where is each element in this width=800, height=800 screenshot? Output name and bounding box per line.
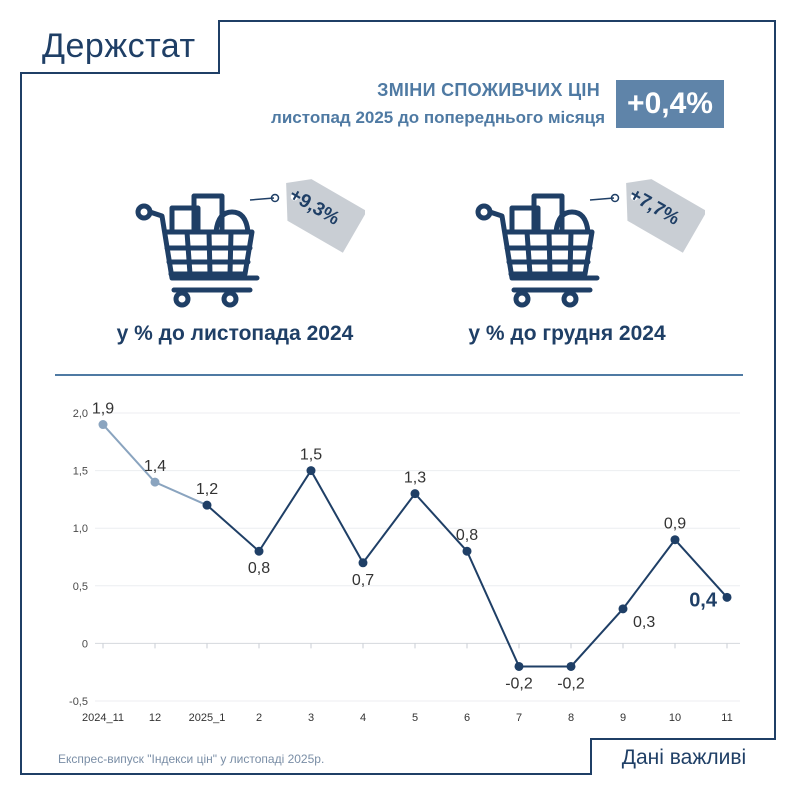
data-point	[98, 420, 108, 430]
data-label: 0,9	[664, 516, 686, 533]
data-label: 0,4	[689, 589, 718, 611]
data-label: 1,4	[144, 458, 166, 475]
x-tick-label: 6	[464, 712, 470, 724]
data-point	[306, 466, 316, 476]
tagline-text: Дані важливі	[621, 745, 747, 769]
x-tick-label: 10	[669, 712, 681, 724]
monthly-change-badge: +0,4%	[616, 80, 724, 128]
data-point	[150, 477, 160, 487]
data-point	[462, 546, 472, 556]
shopping-cart-icon	[135, 193, 280, 308]
header-title: ЗМІНИ СПОЖИВЧИХ ЦІН	[377, 80, 600, 100]
series-line-2025	[206, 468, 728, 668]
y-tick-label: 0,5	[73, 581, 88, 593]
data-point	[566, 661, 576, 671]
data-point	[254, 546, 264, 556]
data-label: 0,3	[633, 614, 655, 631]
x-tick-label: 3	[308, 712, 314, 724]
data-label: 0,7	[352, 572, 374, 589]
shopping-cart-icon	[475, 193, 620, 308]
data-point	[358, 558, 368, 568]
data-point	[722, 592, 732, 602]
y-tick-label: -0,5	[69, 696, 88, 708]
tagline-box: Дані важливі	[590, 738, 776, 775]
x-tick-label: 12	[149, 712, 161, 724]
x-tick-label: 2025_1	[189, 712, 226, 724]
data-label: 1,5	[300, 447, 322, 464]
x-tick-label: 7	[516, 712, 522, 724]
x-tick-label: 5	[412, 712, 418, 724]
header-subtitle: листопад 2025 до попереднього місяця	[271, 108, 605, 127]
logo: Держстат	[20, 20, 220, 74]
kpi-label-yoy: у % до листопада 2024	[116, 322, 354, 345]
kpi-label-ytd: у % до грудня 2024	[468, 322, 666, 345]
source-note: Експрес-випуск "Індекси цін" у листопаді…	[58, 752, 325, 766]
data-label: 0,8	[456, 527, 478, 544]
monthly-cpi-line-chart: 2,0 1,5 1,0 0,5 0 -0,5 2024_11 12 2025_1 2 3 4 5 6 7 8 9…	[69, 401, 740, 724]
y-tick-label: 1,5	[73, 466, 88, 478]
y-tick-label: 1,0	[73, 523, 88, 535]
data-label: 1,3	[404, 470, 426, 487]
data-point	[618, 604, 628, 614]
x-tick-label: 9	[620, 712, 626, 724]
x-tick-label: 8	[568, 712, 574, 724]
data-label: -0,2	[505, 675, 533, 692]
data-point	[514, 661, 524, 671]
x-tick-label: 2024_11	[82, 712, 124, 724]
outer-frame	[20, 20, 776, 775]
y-tick-label: 0	[82, 638, 88, 650]
data-label: -0,2	[557, 675, 585, 692]
data-point	[202, 500, 212, 510]
x-tick-label: 11	[721, 712, 732, 724]
price-tag-icon	[286, 179, 365, 253]
section-divider	[55, 374, 743, 376]
price-tag-icon	[626, 179, 705, 253]
data-label: 0,8	[248, 560, 270, 577]
data-point	[410, 489, 420, 499]
data-label: 1,2	[196, 481, 218, 498]
data-point	[670, 535, 680, 545]
y-tick-label: 2,0	[73, 408, 88, 420]
x-tick-label: 2	[256, 712, 262, 724]
logo-text: Держстат	[42, 26, 196, 65]
x-tick-label: 4	[360, 712, 366, 724]
data-label: 1,9	[92, 401, 114, 418]
